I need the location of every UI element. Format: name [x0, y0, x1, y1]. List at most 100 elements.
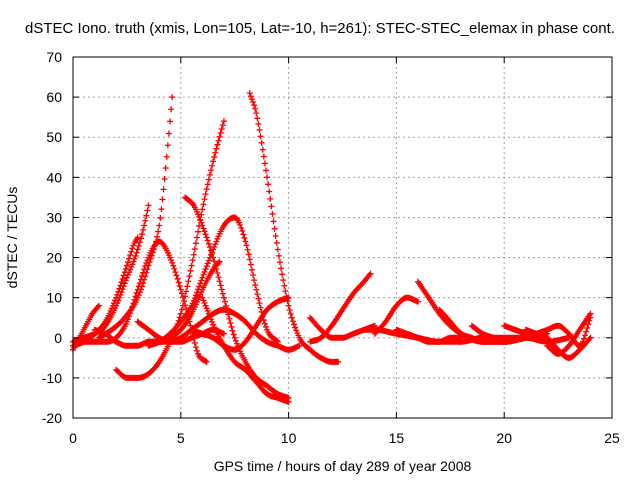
- data-point: [267, 195, 274, 202]
- x-tick-label: 5: [177, 430, 185, 446]
- data-point: [188, 262, 195, 269]
- data-point: [202, 302, 209, 309]
- y-tick-label: 50: [46, 129, 62, 145]
- data-point: [211, 153, 218, 160]
- data-point: [190, 251, 197, 258]
- data-point: [159, 196, 166, 203]
- data-point: [285, 398, 292, 405]
- data-point: [119, 286, 126, 293]
- data-point: [258, 139, 265, 146]
- y-tick-label: 30: [46, 209, 62, 225]
- y-tick-label: 10: [46, 290, 62, 306]
- data-point: [185, 278, 192, 285]
- data-point: [264, 174, 271, 181]
- data-point: [128, 248, 135, 255]
- data-point: [141, 222, 148, 229]
- data-point: [155, 228, 162, 235]
- data-point: [219, 122, 226, 129]
- data-point: [272, 232, 279, 239]
- data-point: [242, 238, 249, 245]
- data-point: [246, 256, 253, 263]
- data-point: [201, 228, 208, 235]
- plot-frame: [72, 56, 613, 419]
- data-point: [201, 196, 208, 203]
- data-point: [200, 271, 207, 278]
- data-point: [201, 300, 208, 307]
- data-point: [230, 331, 237, 338]
- data-point: [280, 277, 287, 284]
- data-point: [117, 282, 124, 289]
- data-point: [126, 313, 133, 320]
- data-point: [202, 191, 209, 198]
- data-point: [290, 321, 297, 328]
- data-point: [130, 300, 137, 307]
- x-tick-label: 0: [69, 430, 77, 446]
- x-axis-label: GPS time / hours of day 289 of year 2008: [214, 458, 472, 474]
- data-point: [335, 358, 342, 365]
- data-point: [191, 295, 198, 302]
- data-point: [203, 186, 210, 193]
- data-point: [161, 175, 168, 182]
- data-point: [183, 288, 190, 295]
- data-point: [121, 280, 128, 287]
- data-point: [178, 306, 185, 313]
- data-point: [220, 118, 227, 125]
- data-point: [176, 283, 183, 290]
- data-point: [175, 279, 182, 286]
- data-point: [226, 315, 233, 322]
- data-point: [118, 289, 125, 296]
- data-point: [252, 105, 259, 112]
- data-point: [198, 277, 205, 284]
- data-point: [127, 252, 134, 259]
- data-point: [186, 273, 193, 280]
- data-point: [296, 342, 303, 349]
- data-point: [271, 225, 278, 232]
- scatter-series: [188, 294, 292, 353]
- data-point: [138, 231, 145, 238]
- data-point: [239, 228, 246, 235]
- data-point: [282, 288, 289, 295]
- data-point: [177, 310, 184, 317]
- x-tick-label: 20: [496, 430, 512, 446]
- data-point: [579, 338, 586, 345]
- data-point: [192, 292, 199, 299]
- scatter-series: [307, 270, 374, 345]
- x-tick-label: 10: [281, 430, 297, 446]
- data-point: [204, 237, 211, 244]
- data-point: [120, 272, 127, 279]
- data-point: [256, 300, 263, 307]
- axis-ticks: 0 5 10 15 20 25 -20 -10 0 10 20 30 40 50 60 70: [42, 49, 620, 446]
- scatter-series: [199, 294, 292, 405]
- data-point: [118, 279, 125, 286]
- data-point: [283, 293, 290, 300]
- data-point: [220, 294, 227, 301]
- data-point: [218, 286, 225, 293]
- data-point: [198, 219, 205, 226]
- data-point: [204, 308, 211, 315]
- data-point: [128, 307, 135, 314]
- data-point: [252, 282, 259, 289]
- data-point: [196, 214, 203, 221]
- data-point: [240, 231, 247, 238]
- data-point: [229, 327, 236, 334]
- data-point: [126, 255, 133, 262]
- scatter-series: [145, 258, 223, 345]
- data-point: [287, 310, 294, 317]
- data-point: [203, 305, 210, 312]
- data-point: [243, 242, 250, 249]
- y-tick-label: 60: [46, 89, 62, 105]
- data-point: [200, 225, 207, 232]
- data-point: [115, 297, 122, 304]
- data-point: [131, 255, 138, 262]
- data-point: [124, 259, 131, 266]
- data-point: [168, 257, 175, 264]
- y-tick-label: -10: [42, 370, 62, 386]
- data-point: [247, 261, 254, 268]
- data-point: [260, 153, 267, 160]
- data-point: [187, 267, 194, 274]
- data-point: [195, 211, 202, 218]
- data-point: [414, 298, 421, 305]
- scatter-series: [544, 310, 594, 357]
- data-point: [276, 259, 283, 266]
- data-point: [129, 303, 136, 310]
